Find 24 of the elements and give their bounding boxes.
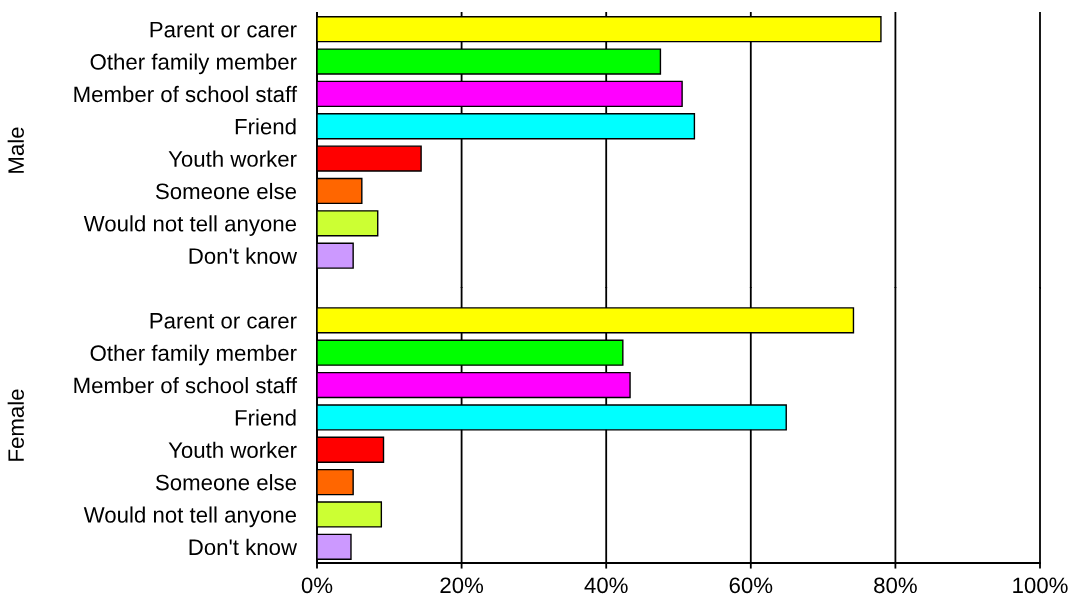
y-tick-label: Friend: [235, 409, 296, 426]
y-tick-label: Member of school staff: [74, 377, 298, 394]
x-tick-label: 80%: [874, 577, 917, 594]
y-tick-label: Would not tell anyone: [83, 215, 297, 236]
x-tick-label: 40%: [584, 577, 628, 594]
y-tick-label: Youth worker: [168, 150, 297, 167]
y-axis-title: Female: [7, 389, 24, 461]
y-tick-label: Someone else: [155, 182, 297, 200]
x-tick-label: 20%: [440, 577, 484, 594]
x-tick-label: 100%: [1013, 577, 1068, 594]
y-tick-label: Parent or carer: [150, 21, 297, 38]
y-tick-label: Other family member: [90, 344, 297, 366]
y-tick-label: Youth worker: [168, 441, 297, 459]
y-tick-label: Other family member: [90, 53, 297, 75]
y-tick-label: Parent or carer: [150, 313, 297, 329]
x-tick-label: 60%: [729, 577, 773, 594]
y-tick-label: Member of school staff: [74, 85, 298, 103]
y-tick-label: Someone else: [155, 474, 297, 491]
y-tick-label: Would not tell anyone: [83, 506, 297, 528]
y-tick-label: Don't know: [189, 247, 298, 264]
x-tick-label: 0%: [301, 577, 333, 594]
y-axis-title: Male: [7, 127, 24, 173]
y-tick-label: Don't know: [189, 538, 298, 556]
y-tick-label: Friend: [235, 118, 296, 135]
